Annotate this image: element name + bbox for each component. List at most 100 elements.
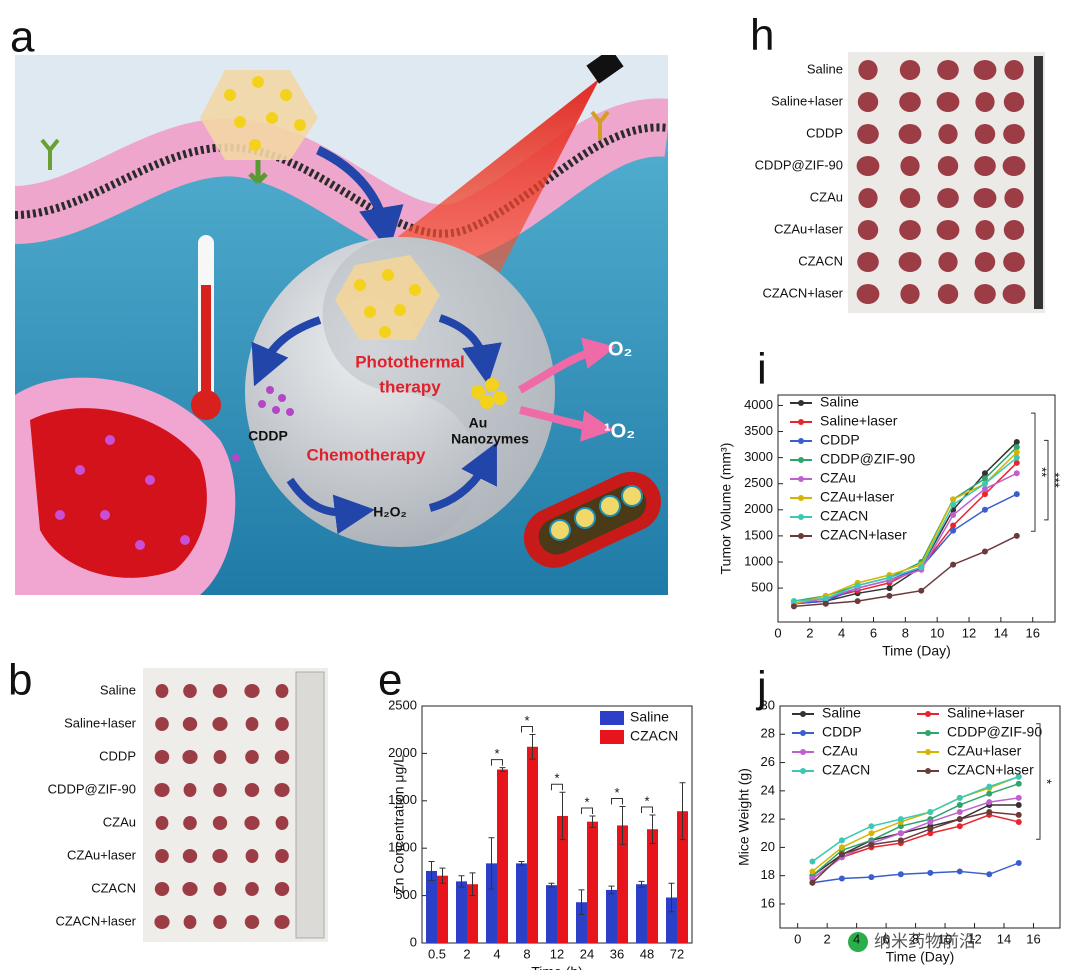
tumor <box>858 60 878 80</box>
tumor <box>975 220 995 240</box>
label: H₂O₂ <box>373 504 406 520</box>
bar <box>677 811 688 943</box>
tumor <box>936 92 960 112</box>
point <box>1013 449 1020 456</box>
tumor <box>1003 252 1025 272</box>
tumor <box>856 284 880 304</box>
group-label: Saline <box>100 682 136 697</box>
bar <box>426 870 437 943</box>
point <box>950 512 957 519</box>
point <box>854 582 861 589</box>
y-tick-label: 1000 <box>388 840 417 855</box>
y-tick-label: 2500 <box>744 475 773 490</box>
bar <box>666 897 677 943</box>
tumor <box>1004 60 1024 80</box>
point <box>956 816 963 823</box>
tumor <box>245 882 259 896</box>
bar <box>606 889 617 943</box>
bar <box>516 863 527 943</box>
bar <box>527 746 538 943</box>
point <box>1015 780 1022 787</box>
legend-marker <box>925 711 931 717</box>
tumor <box>213 882 227 896</box>
x-tick-label: 36 <box>610 946 624 961</box>
series-line <box>811 776 1020 873</box>
x-tick-label: 8 <box>523 946 530 961</box>
point <box>927 818 934 825</box>
point <box>822 600 829 607</box>
tumor <box>974 252 996 272</box>
significance-bracket <box>641 806 653 814</box>
bar <box>636 884 647 943</box>
tumor <box>856 156 880 176</box>
significance: * <box>614 785 619 800</box>
tumor <box>274 750 290 764</box>
tumor <box>183 816 197 830</box>
point <box>981 491 988 498</box>
point <box>897 823 904 830</box>
group-label: CDDP <box>806 125 843 140</box>
tumor <box>900 156 920 176</box>
tumor <box>973 188 997 208</box>
tumor <box>183 915 197 929</box>
point <box>897 816 904 823</box>
y-tick-label: 30 <box>761 697 775 712</box>
tumor <box>155 684 169 698</box>
label: Au <box>469 415 488 431</box>
point <box>809 858 816 865</box>
tumor <box>857 124 879 144</box>
point <box>838 837 845 844</box>
bar <box>557 815 568 943</box>
bar <box>587 821 598 943</box>
point <box>1015 801 1022 808</box>
panel-letter: b <box>8 656 32 705</box>
panel-letter: j <box>755 663 767 712</box>
tumor <box>245 717 259 731</box>
au-dots <box>354 269 421 338</box>
point <box>986 783 993 790</box>
arrow <box>438 314 502 385</box>
panel-letter: i <box>757 345 767 394</box>
legend-label: CZACN <box>822 762 870 778</box>
series-line <box>793 535 1018 608</box>
point <box>1013 454 1020 461</box>
x-tick-label: 2 <box>463 946 470 961</box>
tumor <box>154 882 170 896</box>
point <box>1015 859 1022 866</box>
y-tick-label: 3000 <box>744 449 773 464</box>
tumor <box>1002 156 1026 176</box>
tumor <box>154 915 170 929</box>
y-tick-label: 4000 <box>744 397 773 412</box>
x-tick-label: 72 <box>670 946 684 961</box>
legend-marker <box>800 711 806 717</box>
tumor <box>155 816 169 830</box>
thermometer-bulb <box>191 390 221 420</box>
legend-marker <box>798 457 804 463</box>
point <box>854 598 861 605</box>
y-tick-label: 18 <box>761 867 775 882</box>
point <box>981 548 988 555</box>
legend-marker <box>798 533 804 539</box>
x-tick-label: 12 <box>550 946 564 961</box>
legend-label: CZAu <box>822 743 858 759</box>
significance: * <box>554 771 559 786</box>
point <box>1013 470 1020 477</box>
significance: * <box>584 794 589 809</box>
tumor <box>974 284 996 304</box>
tumor <box>212 816 228 830</box>
point <box>956 868 963 875</box>
vessel-particles <box>549 485 643 541</box>
tumor <box>937 156 959 176</box>
legend-label: CZACN <box>820 508 868 524</box>
point <box>927 830 934 837</box>
y-tick-label: 500 <box>395 887 417 902</box>
significance: * <box>524 713 529 728</box>
x-tick-label: 10 <box>930 625 944 640</box>
tumor <box>274 783 290 797</box>
bar <box>617 825 628 943</box>
tumor <box>1003 124 1025 144</box>
legend-swatch <box>600 711 624 725</box>
error-bar <box>488 837 495 890</box>
legend-marker <box>925 749 931 755</box>
x-tick-label: 16 <box>1026 931 1040 946</box>
